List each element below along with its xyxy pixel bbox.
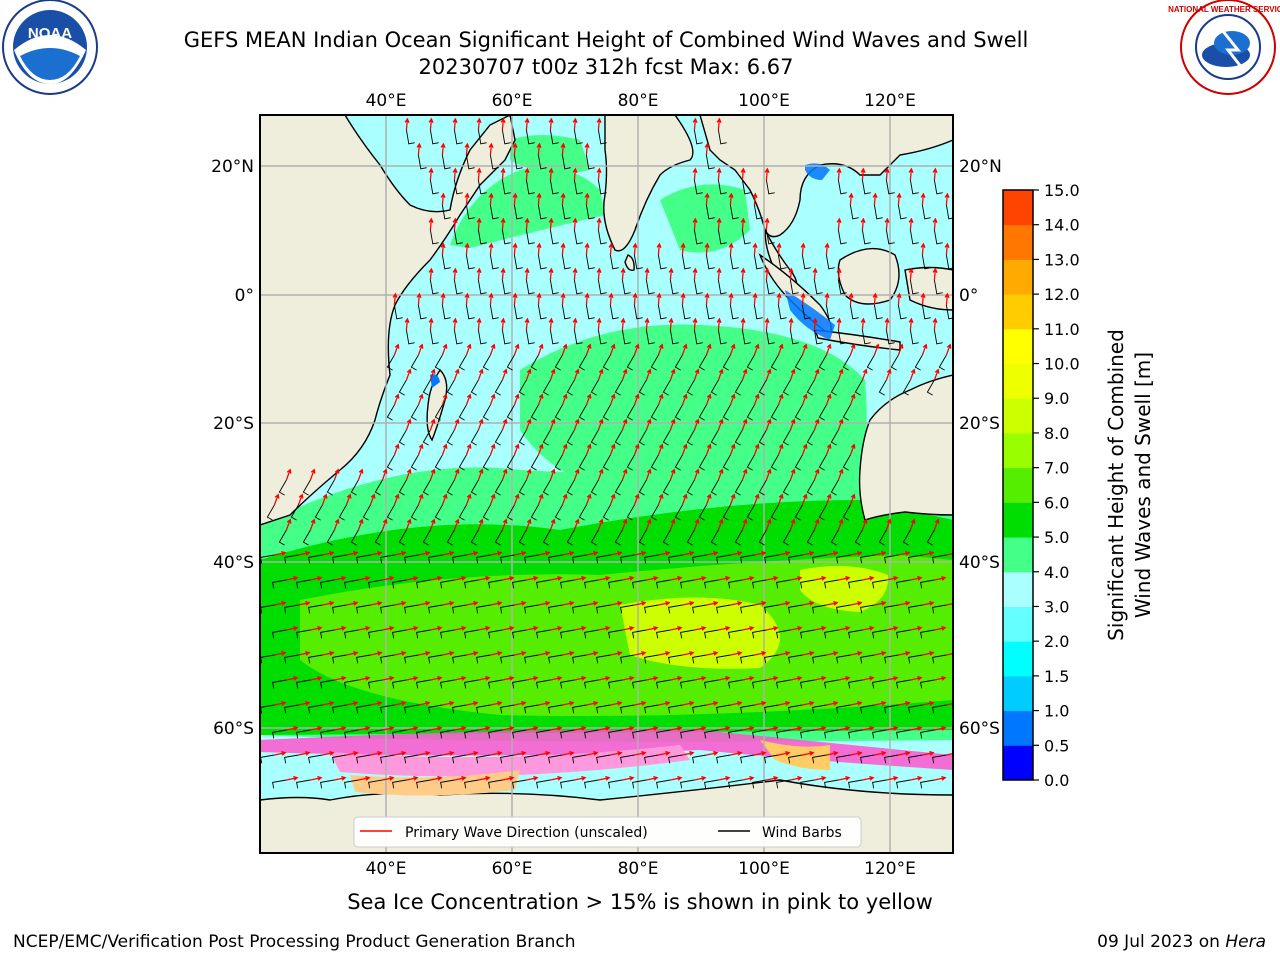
- colorbar-tick-label: 11.0: [1044, 320, 1080, 339]
- footer-date-text: 09 Jul 2023 on: [1097, 932, 1226, 952]
- footer-host: Hera: [1225, 932, 1266, 952]
- colorbar-swatch: [1003, 363, 1033, 399]
- colorbar-swatch: [1003, 190, 1033, 226]
- colorbar-swatch: [1003, 571, 1033, 607]
- colorbar-swatch: [1003, 502, 1033, 538]
- graticule: [260, 115, 953, 853]
- colorbar-label-line1: Significant Height of Combined: [1104, 329, 1128, 641]
- svg-text:40°S: 40°S: [213, 553, 254, 573]
- colorbar-swatch: [1003, 710, 1033, 746]
- map-legend: Primary Wave Direction (unscaled) Wind B…: [353, 816, 862, 848]
- svg-text:NATIONAL WEATHER SERVICE: NATIONAL WEATHER SERVICE: [1168, 5, 1280, 14]
- colorbar-tick-label: 0.0: [1044, 771, 1069, 790]
- svg-text:60°S: 60°S: [959, 719, 1000, 739]
- colorbar-tick-label: 3.0: [1044, 597, 1069, 616]
- colorbar-frame: [1002, 189, 1034, 781]
- colorbar-swatch: [1003, 606, 1033, 642]
- lat-labels-left: 20°N 0° 20°S 40°S 60°S: [211, 157, 254, 739]
- svg-text:20°S: 20°S: [213, 414, 254, 434]
- colorbar-tick-label: 14.0: [1044, 216, 1080, 235]
- colorbar-tick-label: 15.0: [1044, 181, 1080, 200]
- wind-barbs: [260, 129, 953, 789]
- colorbar-tick-label: 2.0: [1044, 632, 1069, 651]
- colorbar-tick-label: 4.0: [1044, 563, 1069, 582]
- colorbar-swatch: [1003, 745, 1033, 781]
- colorbar-tick-label: 1.5: [1044, 667, 1069, 686]
- map-content: [260, 115, 953, 853]
- svg-text:60°S: 60°S: [213, 719, 254, 739]
- svg-text:100°E: 100°E: [738, 859, 790, 879]
- colorbar-tick-label: 9.0: [1044, 389, 1069, 408]
- colorbar-swatch: [1003, 467, 1033, 503]
- svg-text:0°: 0°: [235, 286, 254, 306]
- sea-ice-caption: Sea Ice Concentration > 15% is shown in …: [347, 890, 933, 914]
- legend-wind-barbs-label: Wind Barbs: [762, 825, 842, 841]
- lon-labels-bottom: 40°E 60°E 80°E 100°E 120°E: [366, 859, 916, 879]
- colorbar-swatch: [1003, 328, 1033, 365]
- svg-text:40°S: 40°S: [959, 553, 1000, 573]
- svg-text:60°E: 60°E: [492, 859, 533, 879]
- svg-text:60°E: 60°E: [492, 91, 533, 111]
- svg-text:80°E: 80°E: [618, 91, 659, 111]
- colorbar-label-line2: Wind Waves and Swell [m]: [1131, 352, 1155, 618]
- colorbar-tick-label: 12.0: [1044, 285, 1080, 304]
- colorbar-swatch: [1003, 224, 1033, 260]
- colorbar-swatch: [1003, 641, 1033, 677]
- colorbar-tick-label: 10.0: [1044, 355, 1080, 374]
- svg-text:40°E: 40°E: [366, 859, 407, 879]
- colorbar: 0.0 0.5 1.0 1.5 2.0 3.0 4.0 5.0 6.0 7.0 8.0 9.0 10.0…: [1002, 181, 1080, 790]
- noaa-logo: NOAA: [2, 0, 98, 95]
- colorbar-tick-label: 7.0: [1044, 459, 1069, 478]
- colorbar-swatch: [1003, 294, 1033, 330]
- colorbar-tick-label: 0.5: [1044, 736, 1069, 755]
- svg-text:20°N: 20°N: [211, 157, 254, 177]
- svg-text:20°S: 20°S: [959, 414, 1000, 434]
- nws-logo: NATIONAL WEATHER SERVICE: [1168, 0, 1280, 95]
- colorbar-tick-label: 8.0: [1044, 424, 1069, 443]
- colorbar-tick-label: 6.0: [1044, 493, 1069, 512]
- svg-text:100°E: 100°E: [738, 91, 790, 111]
- map-border: [259, 114, 954, 854]
- colorbar-tick-label: 5.0: [1044, 528, 1069, 547]
- colorbar-swatch: [1003, 432, 1033, 469]
- lat-labels-right: 20°N 0° 20°S 40°S 60°S: [959, 157, 1002, 739]
- footer-branch: NCEP/EMC/Verification Post Processing Pr…: [13, 932, 576, 952]
- svg-text:NOAA: NOAA: [28, 25, 72, 42]
- footer-date: 09 Jul 2023 on Hera: [1097, 932, 1266, 952]
- svg-text:120°E: 120°E: [864, 91, 916, 111]
- plot-subtitle: 20230707 t00z 312h fcst Max: 6.67: [418, 55, 794, 79]
- svg-text:0°: 0°: [959, 286, 978, 306]
- legend-wave-dir-label: Primary Wave Direction (unscaled): [405, 825, 648, 841]
- wave-direction-arrows: [273, 117, 953, 781]
- colorbar-swatch: [1003, 398, 1033, 434]
- sea-ice-band: [260, 729, 953, 796]
- lon-labels-top: 40°E 60°E 80°E 100°E 120°E: [366, 91, 916, 111]
- plot-title: GEFS MEAN Indian Ocean Significant Heigh…: [183, 28, 1029, 52]
- colorbar-swatch: [1003, 675, 1033, 712]
- svg-text:20°N: 20°N: [959, 157, 1002, 177]
- colorbar-tick-label: 1.0: [1044, 702, 1069, 721]
- svg-text:40°E: 40°E: [366, 91, 407, 111]
- svg-text:80°E: 80°E: [618, 859, 659, 879]
- colorbar-swatch: [1003, 537, 1033, 573]
- svg-text:120°E: 120°E: [864, 859, 916, 879]
- colorbar-tick-label: 13.0: [1044, 250, 1080, 269]
- colorbar-swatch: [1003, 259, 1033, 295]
